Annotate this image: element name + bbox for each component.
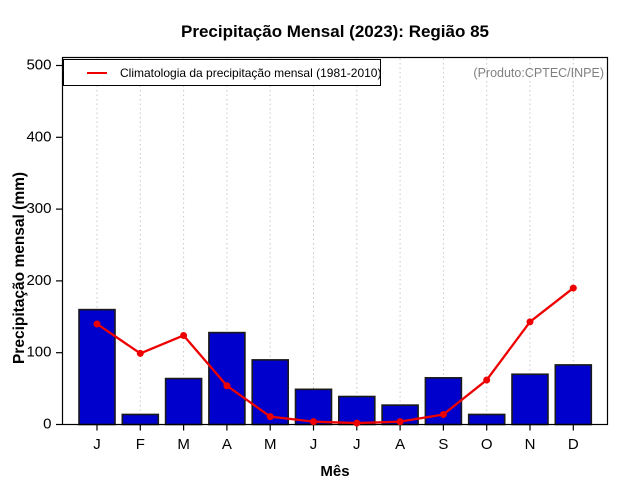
climatology-point bbox=[136, 349, 144, 357]
x-tick-label: O bbox=[481, 436, 493, 453]
product-annotation: (Produto:CPTEC/INPE) bbox=[473, 66, 604, 80]
y-tick-label: 400 bbox=[26, 128, 51, 145]
climatology-point bbox=[266, 413, 274, 421]
x-tick-label: J bbox=[93, 436, 101, 453]
y-tick-label: 300 bbox=[26, 200, 51, 217]
climatology-point bbox=[483, 376, 491, 384]
bar bbox=[467, 413, 506, 426]
climatology-point bbox=[180, 331, 188, 339]
x-tick-label: A bbox=[395, 436, 405, 453]
y-tick-label: 0 bbox=[43, 415, 51, 432]
bar bbox=[164, 377, 203, 426]
climatology-point bbox=[439, 410, 447, 418]
x-tick-label: J bbox=[353, 436, 361, 453]
bar bbox=[208, 331, 246, 426]
climatology-point bbox=[93, 320, 101, 328]
x-tick-label: M bbox=[264, 436, 277, 453]
climatology-point bbox=[526, 318, 534, 326]
climatology-point bbox=[310, 418, 317, 426]
x-tick-label: J bbox=[310, 436, 318, 453]
x-tick-label: A bbox=[222, 436, 232, 453]
bar bbox=[121, 413, 160, 426]
climatology-line bbox=[96, 287, 575, 425]
x-tick-label: F bbox=[136, 436, 145, 453]
y-tick-label: 200 bbox=[26, 272, 51, 289]
chart-title: Precipitação Mensal (2023): Região 85 bbox=[180, 22, 490, 41]
y-tick-label: 500 bbox=[26, 56, 51, 73]
bar bbox=[511, 373, 549, 426]
x-tick-label: S bbox=[438, 436, 448, 453]
legend-box: Climatologia da precipitação mensal (198… bbox=[63, 59, 381, 86]
y-axis-label: Precipitação mensal (mm) bbox=[11, 172, 28, 364]
x-tick-label: M bbox=[177, 436, 190, 453]
climatology-point bbox=[353, 419, 361, 427]
x-axis-label: Mês bbox=[320, 463, 349, 480]
y-tick-label: 100 bbox=[26, 344, 51, 361]
x-tick-label: D bbox=[568, 436, 579, 453]
legend-line-sample bbox=[87, 71, 107, 74]
climatology-point bbox=[569, 284, 577, 292]
climatology-point bbox=[396, 418, 404, 426]
plot-box bbox=[61, 56, 609, 426]
bar bbox=[78, 308, 116, 426]
x-tick-label: N bbox=[525, 436, 536, 453]
bar bbox=[554, 364, 593, 426]
legend-label: Climatologia da precipitação mensal (198… bbox=[120, 65, 382, 80]
climatology-point bbox=[223, 382, 231, 390]
